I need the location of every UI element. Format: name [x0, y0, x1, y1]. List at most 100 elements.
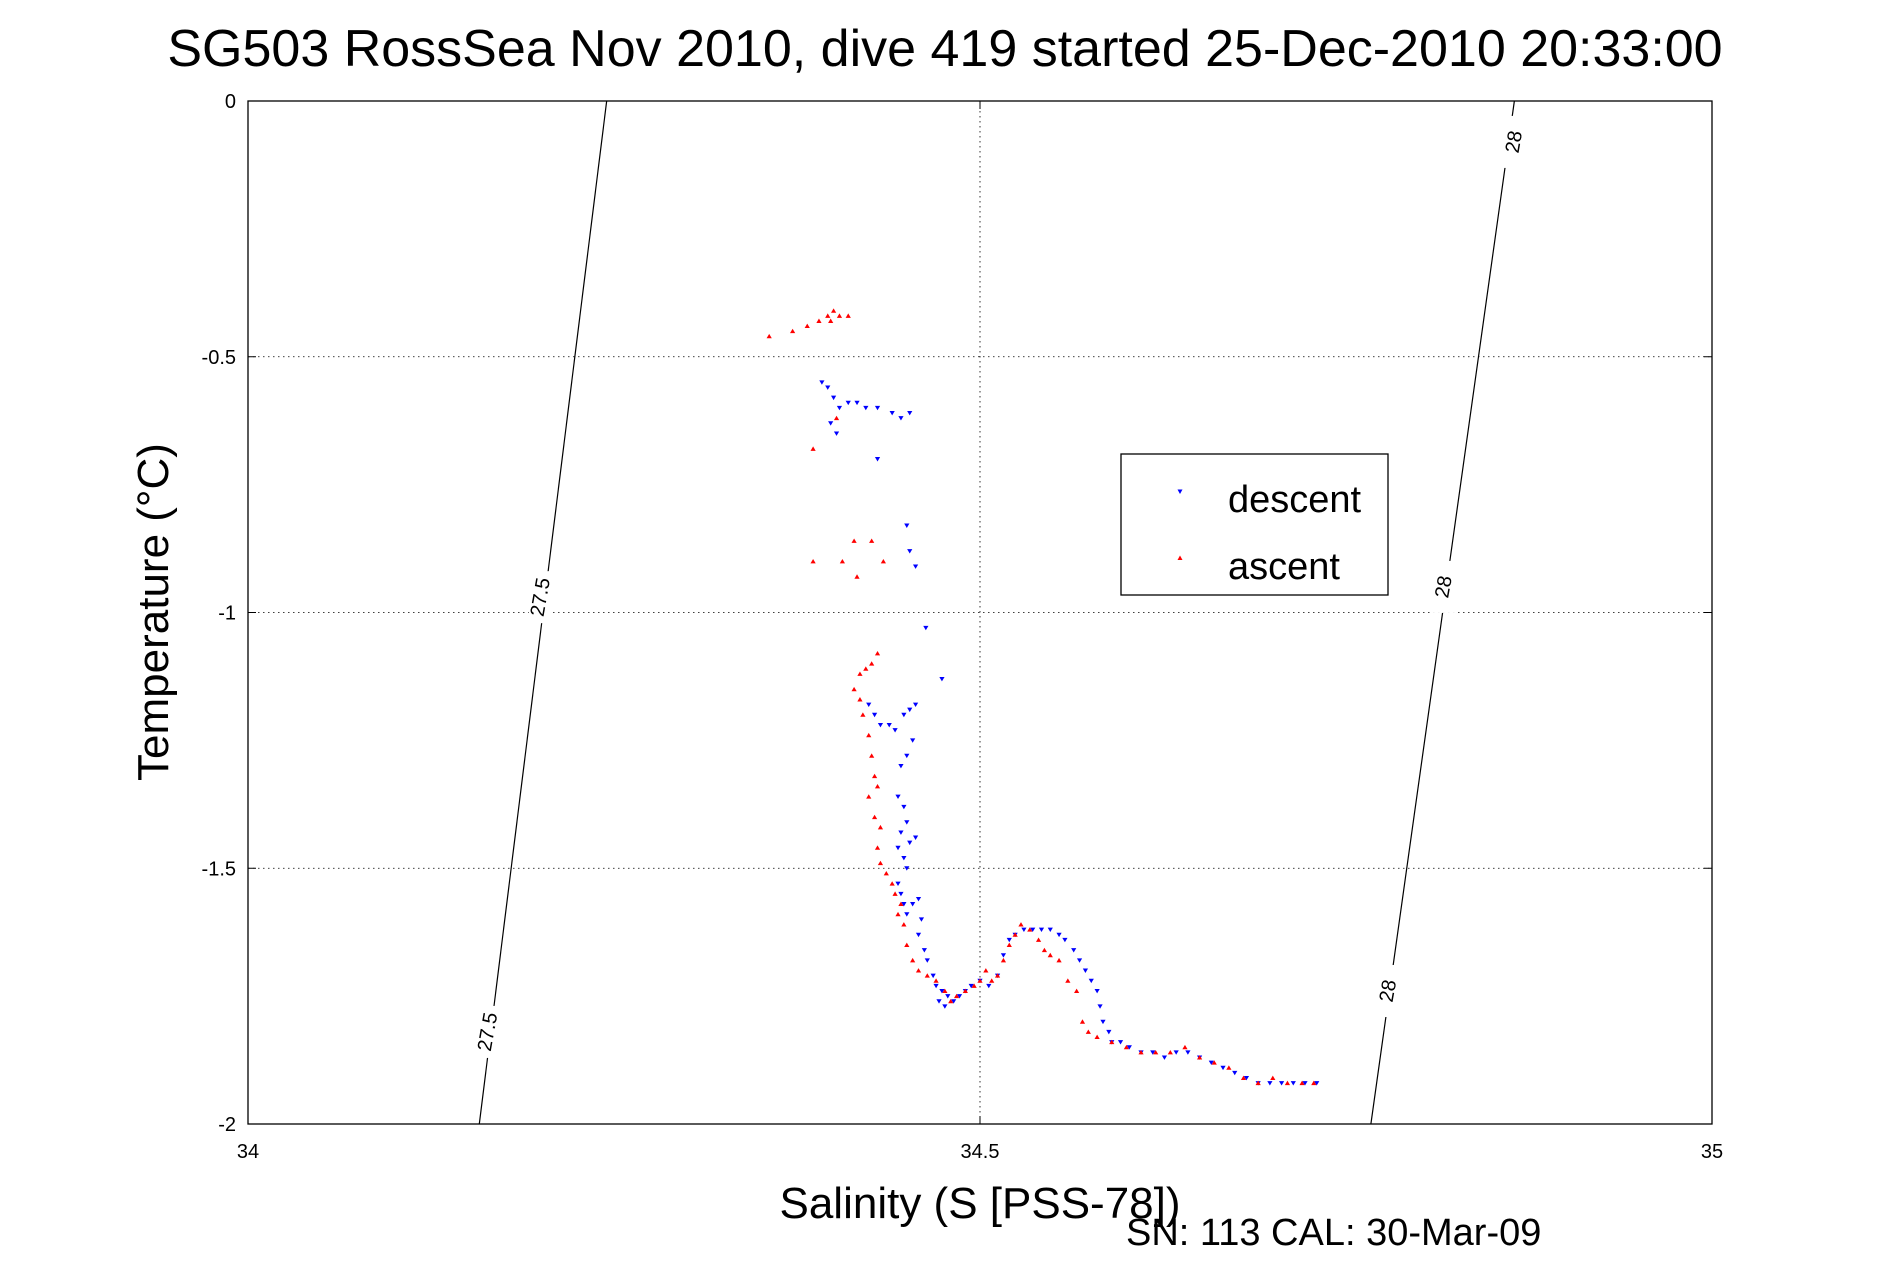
- descent-point: [912, 564, 919, 569]
- contour-label: 28: [1431, 574, 1457, 600]
- descent-point: [1161, 1055, 1168, 1060]
- ascent-point: [1311, 1080, 1317, 1086]
- ascent-point: [977, 978, 983, 983]
- ascent-point: [989, 978, 995, 983]
- ascent-point: [1138, 1049, 1144, 1055]
- ascent-point: [942, 988, 948, 994]
- ascent-point: [874, 651, 881, 656]
- descent-point: [912, 835, 919, 840]
- descent-point: [968, 983, 974, 989]
- ascent-point: [810, 446, 816, 451]
- ascent-point: [880, 558, 886, 564]
- ascent-point: [1299, 1080, 1305, 1086]
- descent-point: [1006, 937, 1012, 943]
- descent-point: [1106, 1029, 1112, 1035]
- descent-point: [939, 989, 945, 994]
- descent-point: [936, 999, 942, 1004]
- serial-calibration-footer: SN: 113 CAL: 30-Mar-09: [1126, 1212, 1541, 1254]
- descent-point: [904, 866, 910, 871]
- descent-point: [866, 702, 872, 707]
- descent-point: [892, 728, 898, 733]
- descent-point: [895, 794, 901, 800]
- ascent-point: [962, 988, 968, 994]
- descent-point: [1062, 937, 1068, 943]
- descent-point: [1208, 1060, 1214, 1066]
- ascent-point: [825, 313, 831, 318]
- descent-point: [1117, 1040, 1124, 1045]
- ascent-point: [1012, 932, 1018, 937]
- chart-title: SG503 RossSea Nov 2010, dive 419 started…: [167, 20, 1722, 78]
- descent-point: [836, 405, 843, 411]
- data-points: [766, 308, 1320, 1086]
- ascent-point: [1255, 1080, 1261, 1086]
- descent-point: [1290, 1081, 1296, 1086]
- ascent-point: [810, 558, 816, 564]
- descent-point: [901, 902, 907, 907]
- ascent-point: [854, 574, 860, 579]
- descent-point: [895, 881, 901, 886]
- descent-point: [912, 702, 919, 707]
- ascent-point: [924, 973, 930, 978]
- descent-point: [1173, 1050, 1179, 1055]
- descent-point: [910, 902, 916, 907]
- legend-descent-label: descent: [1228, 479, 1362, 521]
- descent-point: [874, 405, 881, 411]
- x-axis-label: Salinity (S [PSS-78]): [779, 1179, 1180, 1228]
- descent-point: [942, 1004, 948, 1009]
- descent-point: [819, 380, 825, 385]
- contour-label-bg: [1502, 115, 1527, 168]
- descent-point: [1232, 1070, 1238, 1076]
- descent-point: [933, 983, 939, 989]
- ascent-point: [910, 957, 916, 963]
- ascent-point: [901, 922, 907, 927]
- descent-point: [951, 999, 957, 1004]
- legend-descent-marker: [1177, 489, 1183, 494]
- legend-ascent-marker: [1177, 555, 1183, 560]
- ascent-point: [1109, 1039, 1115, 1045]
- ascent-point: [1123, 1044, 1129, 1050]
- descent-point: [1076, 958, 1083, 963]
- ascent-point: [869, 538, 875, 543]
- descent-point: [874, 457, 881, 462]
- ascent-point: [816, 318, 822, 323]
- descent-point: [1038, 927, 1045, 933]
- ascent-point: [895, 911, 901, 917]
- ascent-point: [851, 538, 857, 543]
- ascent-point: [933, 978, 939, 983]
- ascent-point: [898, 901, 904, 907]
- ascent-point: [871, 773, 878, 779]
- legend-box: [1120, 453, 1389, 596]
- ascent-point: [1056, 957, 1062, 963]
- descent-point: [930, 973, 936, 979]
- y-tick-label: -1: [218, 603, 236, 625]
- descent-point: [1126, 1045, 1132, 1050]
- descent-point: [828, 421, 834, 426]
- ascent-point: [983, 968, 989, 973]
- contour-label: 28: [1376, 978, 1402, 1004]
- ascent-point: [804, 323, 810, 329]
- legend-ascent-label: ascent: [1228, 546, 1340, 588]
- ascent-point: [904, 942, 910, 947]
- ascent-point: [1240, 1075, 1247, 1080]
- y-tick-label: -0.5: [202, 347, 236, 369]
- descent-point: [1185, 1050, 1191, 1055]
- descent-point: [945, 994, 951, 999]
- ascent-point: [1074, 988, 1080, 994]
- descent-point: [1000, 953, 1007, 958]
- descent-point: [1071, 948, 1077, 953]
- descent-point: [1314, 1081, 1320, 1086]
- descent-point: [877, 723, 884, 728]
- descent-point: [886, 723, 892, 728]
- ascent-point: [1065, 978, 1071, 983]
- descent-point: [1302, 1081, 1308, 1086]
- descent-point: [845, 400, 851, 406]
- descent-point: [833, 431, 840, 436]
- descent-point: [1220, 1065, 1226, 1071]
- ascent-point: [1167, 1049, 1173, 1055]
- ascent-point: [1035, 937, 1042, 942]
- descent-point: [923, 625, 929, 631]
- ascent-point: [1094, 1034, 1100, 1040]
- ascent-point: [1047, 952, 1053, 958]
